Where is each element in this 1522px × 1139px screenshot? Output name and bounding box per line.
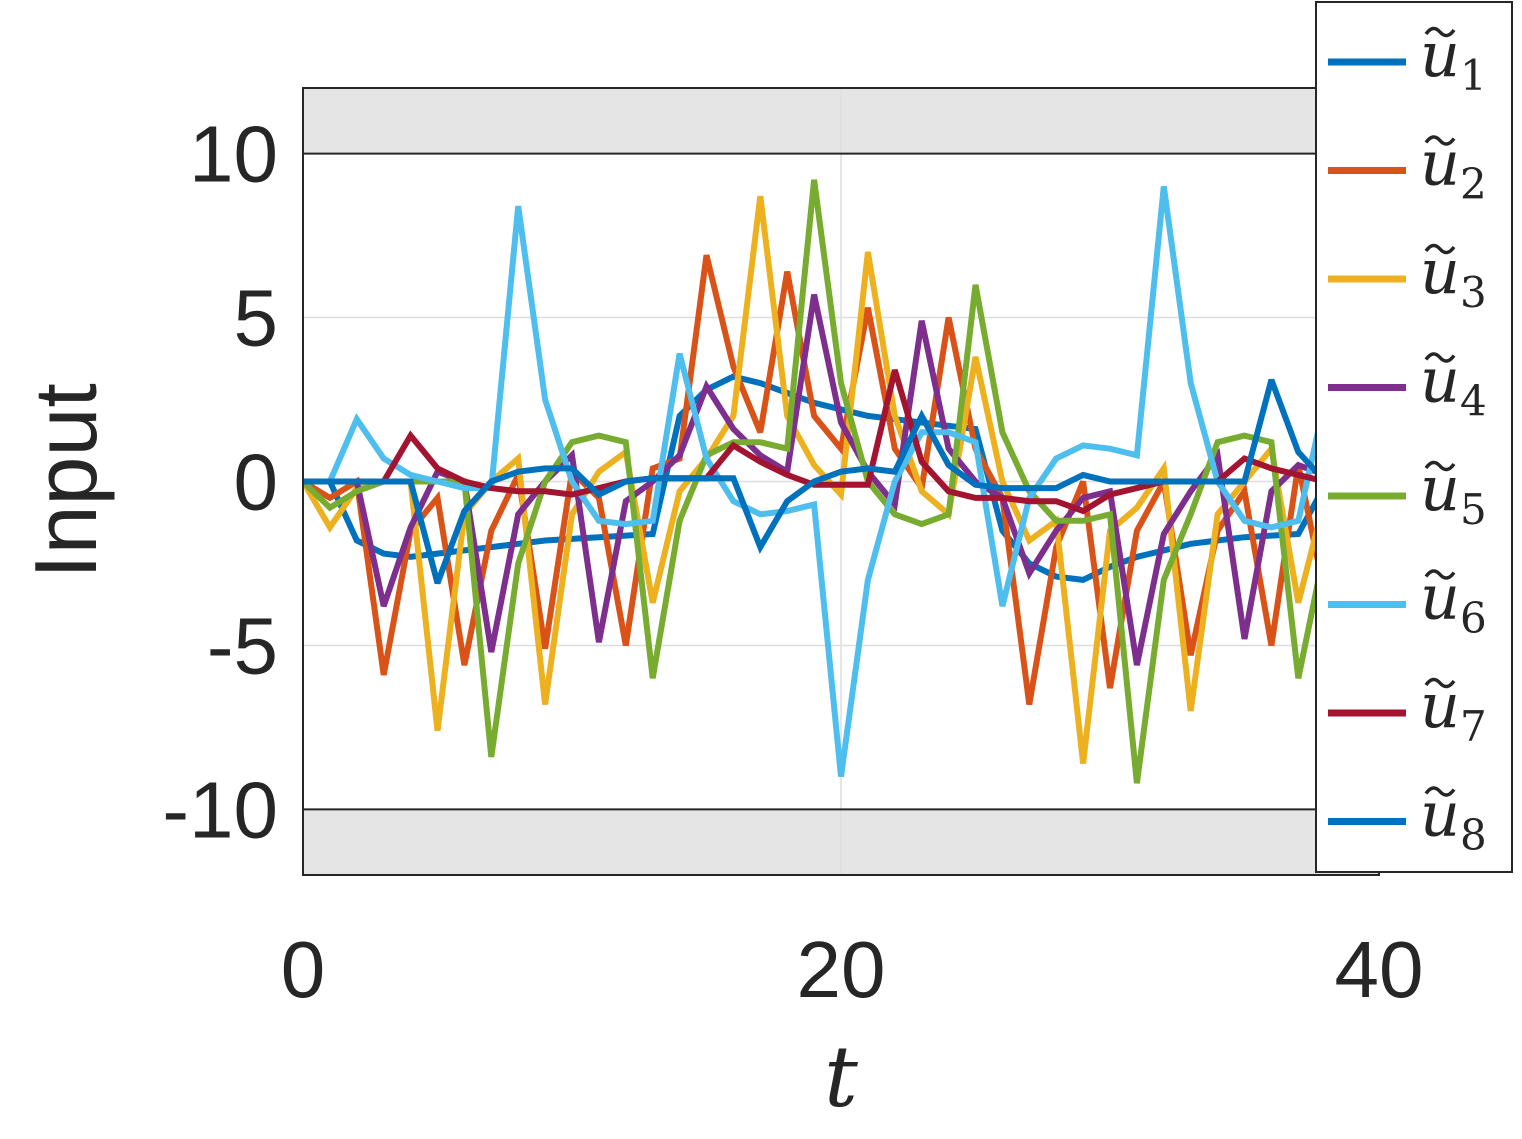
- series-line-u4: [303, 293, 1327, 666]
- tilde-mark: [1424, 243, 1456, 255]
- tilde-mark: [1424, 569, 1456, 580]
- tilde-mark: [1424, 786, 1456, 797]
- tilde-mark: [1424, 460, 1456, 472]
- tilde-mark: [1424, 26, 1456, 38]
- y-tick-label: 0: [234, 438, 279, 527]
- legend-item-u5: u5: [1328, 452, 1487, 534]
- legend-item-u6: u6: [1328, 561, 1487, 643]
- legend-item-u4: u4: [1328, 344, 1487, 426]
- series-line-u2: [303, 254, 1329, 706]
- tilde-mark: [1424, 352, 1456, 363]
- y-tick-label: -10: [162, 765, 278, 854]
- tilde-mark: [1424, 677, 1456, 689]
- y-axis-label: Input: [16, 383, 115, 579]
- y-tick-label: 5: [234, 274, 279, 363]
- x-axis-label: t: [824, 1028, 858, 1126]
- legend-item-u1: u1: [1328, 18, 1487, 100]
- y-tick-label: -5: [207, 601, 278, 690]
- series-lines: [303, 179, 1329, 784]
- legend-item-u7: u7: [1328, 669, 1487, 751]
- legend-item-u3: u3: [1328, 235, 1487, 317]
- series-line-u7: [303, 369, 1326, 515]
- legend-label: u4: [1420, 344, 1487, 426]
- tilde-mark: [1424, 135, 1456, 146]
- legend-item-u2: u2: [1328, 127, 1487, 209]
- y-tick-labels: 10 5 0 -5 -10: [162, 110, 278, 855]
- y-tick-label: 10: [189, 110, 278, 199]
- series-line-u6: [303, 185, 1329, 778]
- legend-item-u8: u8: [1328, 778, 1487, 860]
- legend-box: [1315, 1, 1513, 873]
- legend: u1 u2 u3 u4 u5 u6 u7 u8: [1315, 1, 1513, 873]
- series-line-u8: [303, 378, 1328, 585]
- x-tick-label: 0: [281, 925, 326, 1014]
- x-tick-labels: 0 20 40: [281, 925, 1424, 1014]
- constraint-bound-lines: [303, 152, 1379, 811]
- series-line-u5: [303, 179, 1329, 784]
- x-tick-label: 20: [797, 925, 886, 1014]
- x-tick-label: 40: [1335, 925, 1424, 1014]
